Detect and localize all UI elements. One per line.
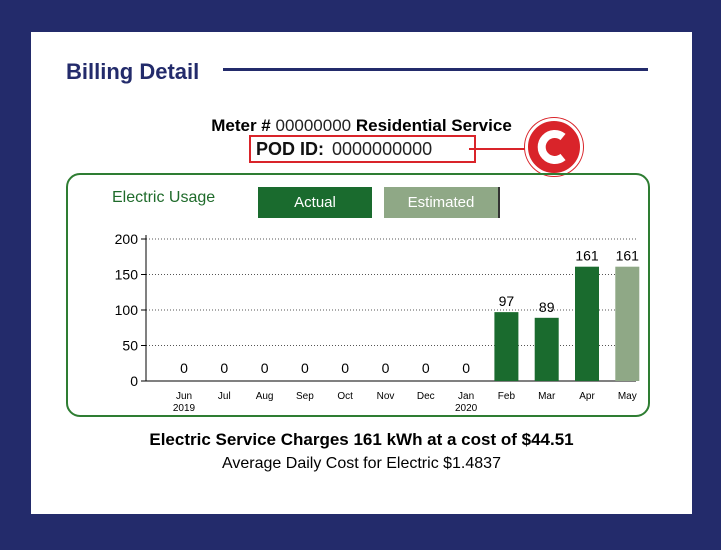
legend-actual: Actual <box>258 187 372 218</box>
meter-number: 00000000 <box>275 116 352 135</box>
billing-card: Billing Detail Meter # 00000000 Resident… <box>31 32 692 514</box>
data-label: 0 <box>301 360 309 376</box>
y-tick-label: 0 <box>130 373 138 389</box>
data-label: 97 <box>499 293 515 309</box>
pod-id-value: 0000000000 <box>332 139 433 159</box>
pod-id-box: POD ID: 0000000000 <box>249 135 476 163</box>
legend-estimated: Estimated <box>384 187 500 218</box>
bar-may <box>615 266 640 381</box>
bar-feb <box>494 312 519 381</box>
x-tick-label: Aug <box>256 391 274 402</box>
c-letter-icon <box>537 130 566 164</box>
y-tick-label: 100 <box>115 302 139 318</box>
x-tick-label: May <box>618 391 637 402</box>
x-tick-label: Apr <box>579 391 595 402</box>
data-label: 0 <box>261 360 269 376</box>
x-tick-label: Sep <box>296 391 314 402</box>
bar-apr <box>575 266 599 381</box>
callout-badge <box>525 118 583 176</box>
data-label: 161 <box>575 248 599 264</box>
y-tick-label: 200 <box>115 231 139 247</box>
x-tick-label: Jun <box>176 391 192 402</box>
x-tick-label: Dec <box>417 391 435 402</box>
x-tick-sublabel: 2020 <box>455 403 478 414</box>
data-label: 0 <box>382 360 390 376</box>
charges-summary: Electric Service Charges 161 kWh at a co… <box>149 430 574 449</box>
x-tick-label: Oct <box>337 391 353 402</box>
service-type: Residential Service <box>355 116 512 135</box>
pod-id-label: POD ID: <box>256 139 325 159</box>
x-tick-label: Mar <box>538 391 556 402</box>
data-label: 0 <box>462 360 470 376</box>
x-tick-label: Nov <box>377 391 395 402</box>
x-tick-label: Jan <box>458 391 474 402</box>
x-tick-label: Feb <box>498 391 516 402</box>
page-title: Billing Detail <box>66 59 200 84</box>
data-label: 161 <box>616 248 640 264</box>
data-label: 0 <box>220 360 228 376</box>
usage-title: Electric Usage <box>112 189 216 206</box>
title-divider <box>223 68 648 71</box>
y-tick-label: 150 <box>115 267 139 283</box>
data-label: 0 <box>422 360 430 376</box>
data-label: 0 <box>341 360 349 376</box>
bar-mar <box>534 317 559 381</box>
y-tick-label: 50 <box>122 338 138 354</box>
electric-usage-panel: Electric Usage Actual Estimated 0 50 100 15… <box>66 173 650 417</box>
data-label: 0 <box>180 360 188 376</box>
meter-line: Meter # 00000000 Residential Service <box>31 116 692 136</box>
callout-connector <box>469 148 529 150</box>
data-label: 89 <box>539 299 555 315</box>
meter-label: Meter # <box>211 116 271 135</box>
x-tick-label: Jul <box>218 391 231 402</box>
average-daily-cost: Average Daily Cost for Electric $1.4837 <box>222 455 501 472</box>
x-tick-sublabel: 2019 <box>173 403 196 414</box>
